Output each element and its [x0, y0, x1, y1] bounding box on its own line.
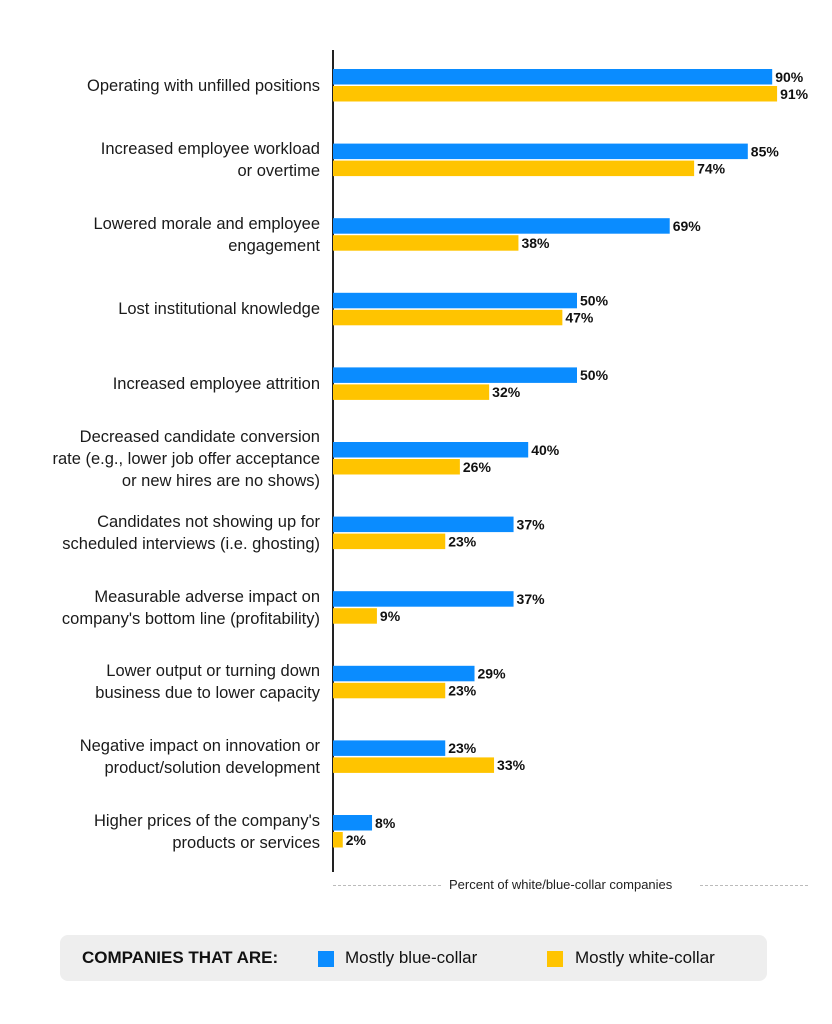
data-label: 26% — [463, 459, 492, 475]
category-label-line: Higher prices of the company's — [93, 811, 320, 830]
legend: COMPANIES THAT ARE: Mostly blue-collar M… — [60, 935, 767, 981]
category-label: Decreased candidate conversion rate (e.g.… — [20, 426, 320, 492]
data-label: 32% — [492, 384, 521, 400]
bar-blue-collar — [333, 143, 748, 160]
bars-area: 90%91%85%74%69%38%50%47%50%32%40%26%37%2… — [333, 69, 809, 848]
bar-white-collar — [333, 86, 778, 102]
category-label-line: or new hires are no shows) — [121, 471, 320, 490]
category-label: Higher prices of the company's products o… — [20, 810, 320, 854]
bar-white-collar — [333, 309, 563, 326]
bar-white-collar — [333, 832, 343, 848]
category-label-line: Lowered morale and employee — [93, 214, 320, 233]
data-label: 37% — [517, 591, 546, 607]
data-label: 50% — [580, 293, 609, 309]
category-label-line: scheduled interviews (i.e. ghosting) — [62, 535, 320, 554]
category-label-line: Increased employee attrition — [112, 374, 320, 393]
bar-blue-collar — [333, 442, 529, 458]
category-label-line: product/solution development — [104, 758, 320, 777]
bar-blue-collar — [333, 218, 670, 234]
bar-blue-collar — [333, 665, 475, 682]
bar-blue-collar — [333, 740, 446, 756]
category-label: Lowered morale and employee engagement — [20, 213, 320, 257]
data-label: 47% — [565, 310, 594, 326]
axis-dash-left — [333, 885, 441, 886]
bar-white-collar — [333, 533, 446, 550]
data-label: 23% — [448, 683, 477, 699]
bar-blue-collar — [333, 815, 373, 831]
data-label: 38% — [521, 235, 550, 251]
data-label: 69% — [673, 218, 702, 234]
data-label: 37% — [517, 516, 546, 532]
category-label-line: Measurable adverse impact on — [94, 587, 320, 606]
data-label: 85% — [751, 143, 780, 159]
category-label-line: or overtime — [237, 162, 320, 181]
bar-blue-collar — [333, 367, 577, 383]
category-label: Lost institutional knowledge — [20, 298, 320, 320]
bar-blue-collar — [333, 69, 773, 85]
data-label: 29% — [478, 666, 507, 682]
bar-blue-collar — [333, 516, 514, 533]
bar-white-collar — [333, 757, 495, 773]
legend-label-blue: Mostly blue-collar — [345, 948, 478, 967]
category-label-line: Negative impact on innovation or — [79, 736, 320, 755]
data-label: 50% — [580, 367, 609, 383]
category-label-line: Increased employee workload — [100, 140, 320, 159]
legend-title: COMPANIES THAT ARE: — [82, 948, 279, 967]
category-label: Operating with unfilled positions — [20, 75, 320, 97]
data-label: 23% — [448, 740, 477, 756]
y-axis-line — [332, 50, 334, 872]
category-label-line: company's bottom line (profitability) — [61, 609, 320, 628]
category-label: Measurable adverse impact on company's bo… — [20, 586, 320, 630]
category-label-line: business due to lower capacity — [95, 684, 320, 703]
data-label: 9% — [380, 608, 401, 624]
data-label: 2% — [346, 832, 367, 848]
category-label-line: rate (e.g., lower job offer acceptance — [52, 449, 320, 468]
data-label: 91% — [780, 86, 809, 102]
bar-white-collar — [333, 682, 446, 699]
category-label-line: Lower output or turning down — [106, 662, 320, 681]
data-label: 40% — [531, 442, 560, 458]
axis-dash-right — [700, 885, 808, 886]
legend-swatch-white — [547, 951, 563, 967]
category-label-line: engagement — [228, 236, 320, 255]
data-label: 8% — [375, 815, 396, 831]
category-label: Increased employee attrition — [20, 373, 320, 395]
data-label: 23% — [448, 533, 477, 549]
category-label: Increased employee workload or overtime — [20, 138, 320, 182]
category-label-line: products or services — [172, 833, 320, 852]
data-label: 74% — [697, 160, 726, 176]
data-label: 33% — [497, 757, 526, 773]
legend-swatch-blue — [318, 951, 334, 967]
data-label: 90% — [775, 69, 804, 85]
category-label: Negative impact on innovation or product/… — [20, 735, 320, 779]
category-label-line: Decreased candidate conversion — [79, 427, 320, 446]
category-label-line: Lost institutional knowledge — [118, 300, 320, 319]
legend-label-white: Mostly white-collar — [575, 948, 715, 967]
category-label-line: Candidates not showing up for — [97, 513, 320, 532]
bar-white-collar — [333, 384, 490, 400]
category-label-line: Operating with unfilled positions — [87, 76, 320, 95]
bar-white-collar — [333, 608, 377, 624]
bar-blue-collar — [333, 292, 577, 309]
bar-white-collar — [333, 235, 519, 251]
category-label: Candidates not showing up for scheduled i… — [20, 511, 320, 555]
bar-white-collar — [333, 160, 695, 177]
x-axis-label: Percent of white/blue-collar companies — [449, 877, 673, 892]
category-label: Lower output or turning down business due… — [20, 660, 320, 704]
bar-blue-collar — [333, 591, 514, 607]
bar-white-collar — [333, 459, 460, 475]
